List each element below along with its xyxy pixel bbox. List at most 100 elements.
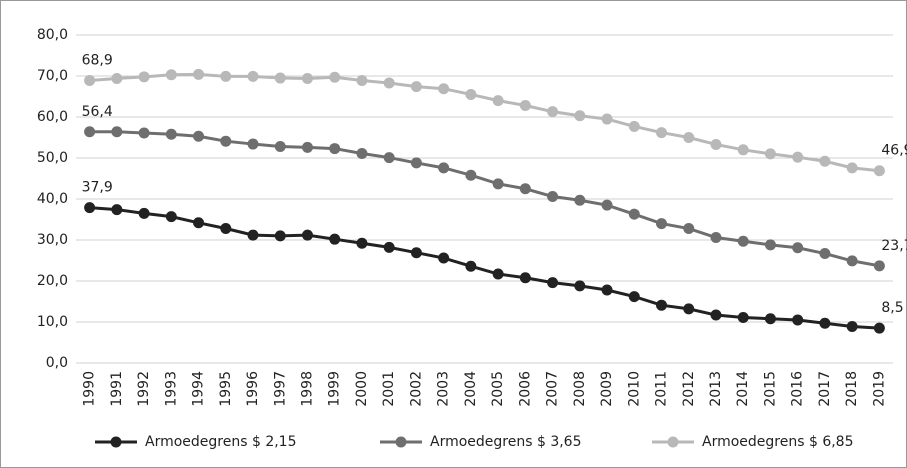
x-tick-label: 2003 — [436, 371, 452, 407]
data-point — [547, 277, 559, 289]
data-point — [438, 252, 450, 264]
y-tick-label: 20,0 — [37, 273, 68, 289]
data-label: 37,9 — [82, 180, 113, 196]
data-point — [383, 77, 395, 89]
x-tick-label: 1995 — [218, 371, 234, 407]
legend-label: Armoedegrens $ 6,85 — [702, 434, 854, 450]
data-point — [138, 71, 150, 83]
data-point — [329, 143, 341, 155]
x-tick-label: 2007 — [545, 371, 561, 407]
x-tick-label: 2001 — [381, 371, 397, 407]
data-point — [519, 272, 531, 284]
data-point — [601, 199, 613, 211]
data-point — [165, 128, 177, 140]
legend-label: Armoedegrens $ 3,65 — [430, 434, 582, 450]
data-point — [301, 141, 313, 153]
y-tick-label: 60,0 — [37, 109, 68, 125]
data-point — [84, 202, 96, 214]
x-tick-label: 2014 — [735, 371, 751, 407]
x-tick-label: 1991 — [109, 371, 125, 407]
data-point — [873, 165, 885, 177]
data-point — [656, 299, 668, 311]
data-point — [819, 317, 831, 329]
data-point — [519, 100, 531, 112]
data-point — [819, 248, 831, 260]
data-point — [737, 311, 749, 323]
data-point — [683, 303, 695, 315]
data-point — [465, 88, 477, 100]
data-point — [301, 72, 313, 84]
data-point — [220, 135, 232, 147]
y-tick-label: 50,0 — [37, 150, 68, 166]
data-point — [329, 233, 341, 245]
data-point — [465, 260, 477, 272]
data-point — [492, 268, 504, 280]
data-point — [792, 242, 804, 254]
data-point — [764, 313, 776, 325]
data-point — [111, 204, 123, 216]
data-point — [274, 72, 286, 84]
data-point — [410, 81, 422, 93]
data-point — [383, 241, 395, 253]
data-point — [737, 144, 749, 156]
legend-swatch — [667, 436, 679, 448]
data-point — [301, 229, 313, 241]
data-point — [846, 255, 858, 267]
x-tick-label: 1997 — [272, 371, 288, 407]
data-point — [628, 208, 640, 220]
data-point — [656, 127, 668, 139]
y-tick-label: 70,0 — [37, 68, 68, 84]
data-point — [165, 69, 177, 81]
data-point — [356, 147, 368, 159]
x-tick-label: 2005 — [490, 371, 506, 407]
data-point — [356, 75, 368, 87]
data-point — [220, 70, 232, 82]
data-point — [247, 70, 259, 82]
data-point — [193, 217, 205, 229]
x-tick-label: 1998 — [299, 371, 315, 407]
data-point — [628, 120, 640, 132]
y-tick-label: 30,0 — [37, 232, 68, 248]
data-label: 8,5 — [881, 300, 903, 316]
data-label: 56,4 — [82, 104, 113, 120]
data-point — [846, 162, 858, 174]
data-point — [873, 322, 885, 334]
data-point — [492, 95, 504, 107]
x-tick-label: 2015 — [762, 371, 778, 407]
data-point — [574, 194, 586, 206]
x-tick-label: 2008 — [572, 371, 588, 407]
x-tick-label: 2019 — [871, 371, 887, 407]
data-point — [710, 309, 722, 321]
data-point — [574, 280, 586, 292]
data-point — [84, 75, 96, 87]
data-point — [465, 169, 477, 181]
data-point — [111, 126, 123, 138]
data-point — [873, 260, 885, 272]
x-tick-label: 2011 — [654, 371, 670, 407]
legend-swatch — [395, 436, 407, 448]
x-tick-label: 1990 — [82, 371, 98, 407]
data-point — [628, 291, 640, 303]
data-point — [764, 148, 776, 160]
x-tick-label: 1994 — [191, 371, 207, 407]
data-point — [410, 247, 422, 259]
data-point — [492, 178, 504, 190]
x-tick-label: 2016 — [790, 371, 806, 407]
x-tick-label: 2018 — [844, 371, 860, 407]
data-point — [819, 155, 831, 167]
data-point — [247, 229, 259, 241]
x-tick-label: 2017 — [817, 371, 833, 407]
x-tick-label: 1992 — [136, 371, 152, 407]
data-label: 23,7 — [881, 238, 907, 254]
y-tick-label: 40,0 — [37, 191, 68, 207]
y-tick-label: 0,0 — [46, 355, 68, 371]
y-tick-label: 80,0 — [37, 27, 68, 43]
data-point — [764, 239, 776, 251]
data-point — [656, 218, 668, 230]
data-point — [710, 232, 722, 244]
data-point — [193, 68, 205, 80]
x-tick-label: 2012 — [681, 371, 697, 407]
data-point — [710, 138, 722, 150]
data-point — [165, 211, 177, 223]
